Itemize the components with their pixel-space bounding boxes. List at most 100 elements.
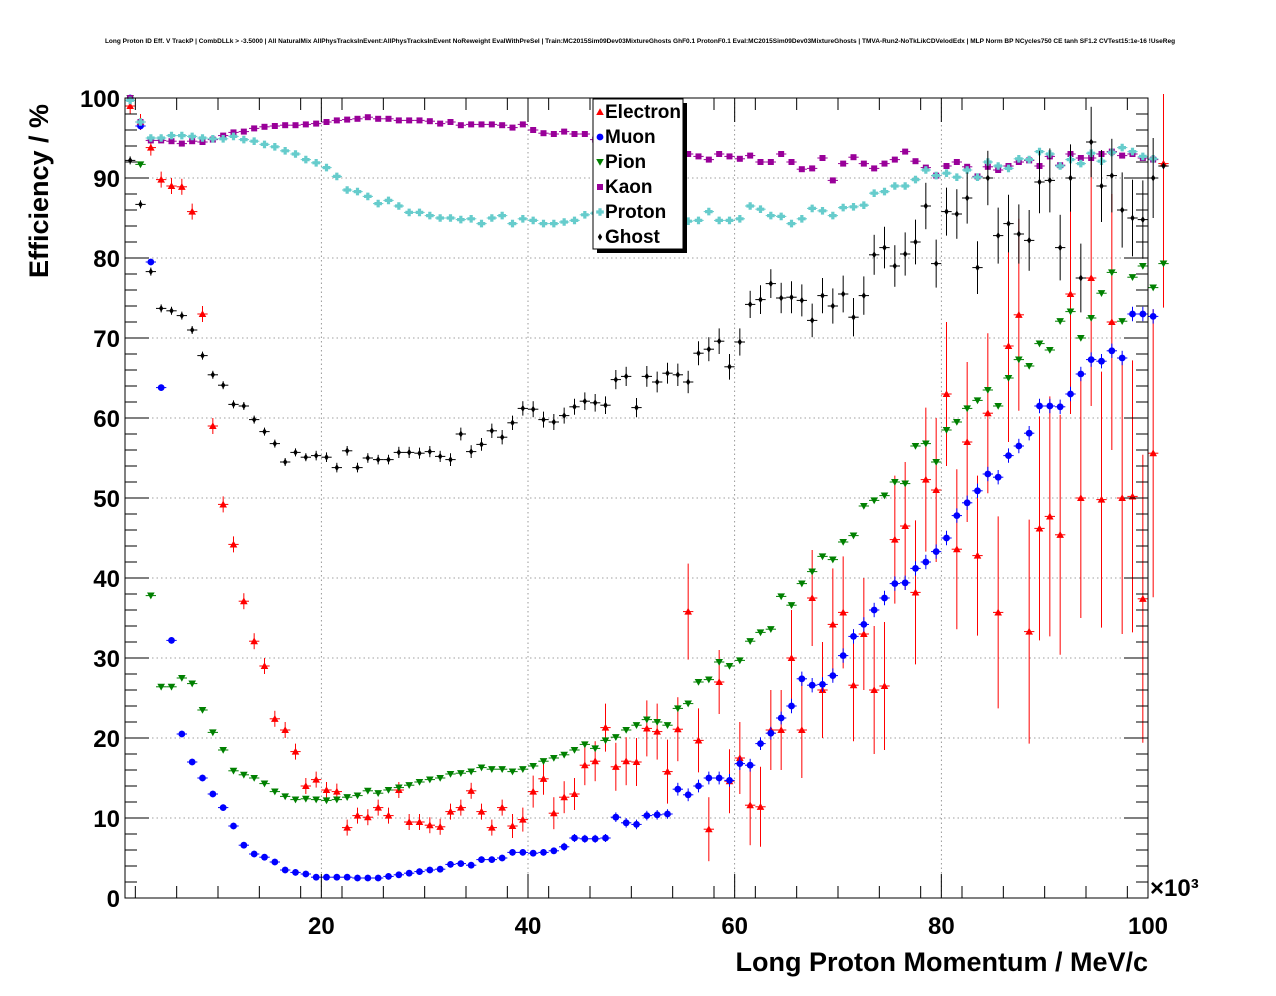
muon-point [1077,370,1085,378]
pion-point [901,480,909,488]
kaon-point [767,159,774,165]
muon-point [850,633,857,640]
kaon-point [995,167,1002,173]
electron-point [643,724,651,732]
electron-point [1035,524,1044,532]
series-pion [125,94,1169,805]
muon-point [540,849,547,856]
muon-point [488,856,496,863]
ghost-point [675,371,681,379]
ghost-point [1026,236,1032,244]
proton-point [219,135,227,143]
pion-point [167,683,176,691]
pion-point [550,754,558,762]
kaon-point [282,122,289,129]
ghost-point [200,352,205,360]
proton-point [829,211,837,220]
muon-point [1118,354,1126,362]
x-tick-label: 80 [928,913,955,940]
ghost-point [871,251,877,259]
ghost-point [344,447,350,455]
electron-point [1118,494,1126,502]
electron-point [601,723,610,731]
ghost-point [1006,220,1011,228]
pion-point [457,770,465,777]
muon-point [943,534,950,542]
pion-point [942,426,951,434]
ghost-point [499,433,505,441]
muon-point [602,834,609,842]
electron-point [322,786,331,794]
ghost-point [954,210,960,218]
kaon-point [364,114,371,121]
ghost-point [1119,206,1125,214]
muon-point [591,835,599,843]
kaon-point [230,129,237,136]
muon-point [922,558,930,566]
muon-point [622,819,630,827]
pion-point [787,602,796,609]
electron-point [229,540,238,548]
ghost-point [138,200,143,208]
legend-marker-proton [596,208,604,216]
ghost-point [386,456,391,464]
ghost-point [634,404,639,412]
pion-point [260,780,269,788]
kaon-point [499,122,506,129]
electron-point [829,620,837,628]
muon-point [1025,429,1033,437]
pion-point [1149,284,1157,292]
muon-point [746,761,754,769]
pion-point [436,774,444,782]
muon-point [416,868,423,875]
ghost-point [179,312,185,320]
kaon-point [705,156,712,163]
ghost-point [716,337,722,345]
electron-point [281,726,289,734]
electron-point [839,608,847,616]
ghost-point [685,378,691,386]
electron-point [426,821,434,829]
muon-point [230,822,237,830]
muon-point [168,637,175,644]
pion-point [136,161,145,169]
kaon-point [840,160,847,167]
proton-point [839,203,847,212]
electron-point [581,761,589,769]
muon-point [426,866,434,874]
pion-point [508,768,517,776]
ghost-point [241,402,247,410]
y-tick-label: 80 [93,246,120,273]
ghost-point [644,372,650,380]
pion-point [209,729,217,737]
kaon-point [168,138,175,145]
ghost-point [189,326,195,334]
legend-label-electron: Electron [605,102,681,123]
kaon-point [581,131,588,137]
electron-point [405,818,413,826]
proton-point [767,211,775,220]
proton-point [281,147,289,155]
ghost-point [592,399,598,407]
electron-point [1077,494,1085,502]
muon-point [333,873,341,881]
proton-point [870,189,878,197]
ghost-point [313,452,319,460]
proton-point [922,166,930,174]
muon-point [1149,313,1157,320]
kaon-point [757,159,764,165]
electron-point [271,715,279,722]
ghost-point [623,372,629,380]
muon-point [209,790,217,798]
legend: Electron Muon Pion Kaon Proton Ghost [592,98,687,253]
pion-point [1139,262,1147,270]
pion-point [291,796,300,804]
electron-point [1056,531,1064,538]
x-multiplier-label: ×10³ [1150,875,1199,902]
kaon-point [561,128,568,135]
muon-point [777,714,785,722]
pion-point [715,658,723,666]
pion-point [829,556,837,564]
electron-point [570,790,579,798]
muon-point [839,652,847,659]
